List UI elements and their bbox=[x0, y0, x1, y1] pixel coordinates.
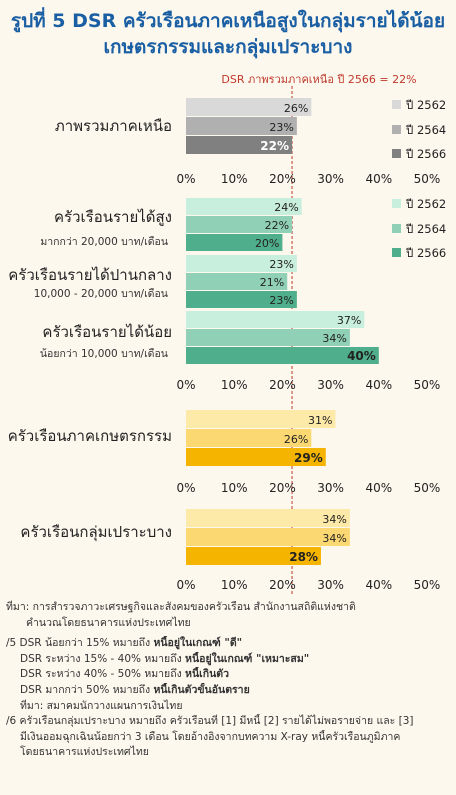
tick-label: 20% bbox=[269, 378, 296, 392]
tick-label: 40% bbox=[365, 378, 392, 392]
category-label: ภาพรวมภาคเหนือ bbox=[55, 117, 172, 135]
tick-label: 50% bbox=[414, 378, 441, 392]
tick-label: 30% bbox=[317, 378, 344, 392]
bar bbox=[186, 255, 297, 272]
category-sublabel: 10,000 - 20,000 บาท/เดือน bbox=[34, 287, 168, 300]
data-label: 37% bbox=[337, 314, 361, 327]
reference-line-label: DSR ภาพรวมภาคเหนือ ปี 2566 = 22% bbox=[221, 73, 416, 86]
bar bbox=[186, 198, 302, 215]
category-sublabel: น้อยกว่า 10,000 บาท/เดือน bbox=[40, 347, 168, 360]
bar bbox=[186, 347, 379, 364]
data-label: 31% bbox=[308, 414, 332, 427]
bar bbox=[186, 136, 293, 154]
tick-label: 40% bbox=[365, 578, 392, 592]
bar bbox=[186, 410, 336, 428]
legend-swatch bbox=[392, 224, 401, 233]
chart-title: รูปที่ 5 DSR ครัวเรือนภาคเหนือสูงในกลุ่ม… bbox=[0, 8, 456, 60]
data-label: 23% bbox=[269, 258, 293, 271]
data-label: 34% bbox=[322, 332, 346, 345]
legend-label: ปี 2566 bbox=[405, 147, 446, 161]
tick-label: 10% bbox=[221, 578, 248, 592]
title-line-1: รูปที่ 5 DSR ครัวเรือนภาคเหนือสูงในกลุ่ม… bbox=[10, 10, 446, 32]
legend-label: ปี 2562 bbox=[405, 98, 446, 112]
tick-label: 0% bbox=[176, 578, 195, 592]
note-source-cont: คำนวณโดยธนาคารแห่งประเทศไทย bbox=[26, 616, 191, 629]
legend-swatch bbox=[392, 199, 401, 208]
bar bbox=[186, 448, 326, 466]
tick-label: 0% bbox=[176, 172, 195, 186]
legend-swatch bbox=[392, 100, 401, 109]
tick-label: 50% bbox=[414, 481, 441, 495]
note-5-source: ที่มา: สมาคมนักวางแผนการเงินไทย bbox=[20, 699, 183, 712]
data-label: 24% bbox=[274, 201, 298, 214]
bar bbox=[186, 528, 350, 546]
data-label: 22% bbox=[265, 219, 289, 232]
note-6-cont: มีเงินออมฉุกเฉินน้อยกว่า 3 เดือน โดยอ้าง… bbox=[20, 730, 401, 743]
data-label: 20% bbox=[255, 237, 279, 250]
tick-label: 10% bbox=[221, 378, 248, 392]
tick-label: 10% bbox=[221, 481, 248, 495]
category-label: ครัวเรือนรายได้ปานกลาง bbox=[8, 266, 172, 284]
tick-label: 20% bbox=[269, 578, 296, 592]
bar bbox=[186, 117, 297, 135]
data-label: 23% bbox=[269, 121, 293, 134]
legend-label: ปี 2564 bbox=[405, 222, 446, 236]
note-5-danger: DSR มากกว่า 50% หมายถึง หนี้เกินตัวขั้นอ… bbox=[20, 683, 250, 696]
note-6-cont-2: โดยธนาคารแห่งประเทศไทย bbox=[20, 746, 149, 759]
tick-label: 20% bbox=[269, 481, 296, 495]
tick-label: 50% bbox=[414, 578, 441, 592]
legend-label: ปี 2566 bbox=[405, 246, 446, 260]
bar bbox=[186, 216, 293, 233]
data-label: 34% bbox=[322, 513, 346, 526]
dsr-bar-chart: DSR ภาพรวมภาคเหนือ ปี 2566 = 22% ภาพรวมภา… bbox=[8, 73, 446, 595]
category-label: ครัวเรือนภาคเกษตรกรรม bbox=[8, 427, 172, 445]
tick-label: 40% bbox=[365, 172, 392, 186]
bar bbox=[186, 234, 283, 251]
data-label: 40% bbox=[347, 349, 376, 363]
data-label: 26% bbox=[284, 102, 308, 115]
data-label: 22% bbox=[260, 139, 289, 153]
note-source: ที่มา: การสำรวจภาวะเศรษฐกิจและสังคมของคร… bbox=[6, 601, 356, 613]
legend-swatch bbox=[392, 149, 401, 158]
tick-label: 50% bbox=[414, 172, 441, 186]
tick-label: 10% bbox=[221, 172, 248, 186]
data-label: 26% bbox=[284, 433, 308, 446]
tick-label: 30% bbox=[317, 481, 344, 495]
bar bbox=[186, 311, 365, 328]
note-5-high: DSR ระหว่าง 40% - 50% หมายถึง หนี้เกินตั… bbox=[20, 668, 229, 681]
note-5-mid: DSR ระหว่าง 15% - 40% หมายถึง หนี้อยู่ใน… bbox=[20, 652, 310, 665]
data-label: 21% bbox=[260, 276, 284, 289]
tick-label: 0% bbox=[176, 378, 195, 392]
bar bbox=[186, 509, 350, 527]
bar bbox=[186, 98, 312, 116]
title-line-2: เกษตรกรรมและกลุ่มเปราะบาง bbox=[103, 36, 353, 58]
category-sublabel: มากกว่า 20,000 บาท/เดือน bbox=[40, 235, 168, 248]
legend-swatch bbox=[392, 125, 401, 134]
tick-label: 30% bbox=[317, 172, 344, 186]
data-label: 23% bbox=[269, 294, 293, 307]
footnotes: ที่มา: การสำรวจภาวะเศรษฐกิจและสังคมของคร… bbox=[6, 600, 450, 761]
legend-label: ปี 2562 bbox=[405, 197, 446, 211]
bar bbox=[186, 273, 288, 290]
category-label: ครัวเรือนกลุ่มเปราะบาง bbox=[20, 523, 172, 542]
tick-label: 0% bbox=[176, 481, 195, 495]
data-label: 34% bbox=[322, 532, 346, 545]
bar bbox=[186, 547, 321, 565]
bar bbox=[186, 329, 350, 346]
note-6: /6 ครัวเรือนกลุ่มเปราะบาง หมายถึง ครัวเร… bbox=[6, 715, 414, 728]
tick-label: 40% bbox=[365, 481, 392, 495]
data-label: 29% bbox=[294, 451, 323, 465]
data-label: 28% bbox=[289, 550, 318, 564]
tick-label: 20% bbox=[269, 172, 296, 186]
category-label: ครัวเรือนรายได้น้อย bbox=[42, 323, 172, 341]
legend-swatch bbox=[392, 248, 401, 257]
category-label: ครัวเรือนรายได้สูง bbox=[54, 208, 172, 226]
note-5: /5 DSR น้อยกว่า 15% หมายถึง หนี้อยู่ในเก… bbox=[6, 637, 243, 650]
bar bbox=[186, 291, 297, 308]
bar bbox=[186, 429, 312, 447]
legend-label: ปี 2564 bbox=[405, 123, 446, 137]
tick-label: 30% bbox=[317, 578, 344, 592]
